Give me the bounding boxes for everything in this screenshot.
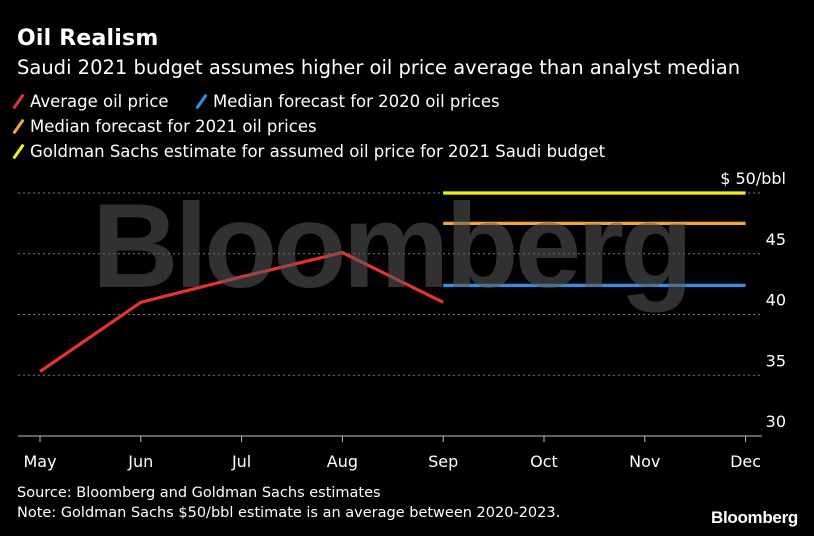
legend-label: Goldman Sachs estimate for assumed oil p… [30,142,606,161]
y-tick-label: 30 [766,412,786,431]
chart-title: Oil Realism [17,26,159,51]
bloomberg-logo: Bloomberg [710,508,798,527]
y-tick-label: $ 50/bbl [720,169,786,188]
legend-item-median-2021: Median forecast for 2021 oil prices [12,117,317,136]
legend-item-median-2020: Median forecast for 2020 oil prices [195,92,500,111]
x-tick-label: Jul [231,452,251,471]
x-tick-label: Aug [327,452,358,471]
bloomberg-watermark: Bloomberg [92,179,693,313]
y-tick-label: 45 [766,230,786,249]
legend-item-average-oil-price: Average oil price [12,92,169,111]
y-tick-label: 35 [766,351,786,370]
x-tick-label: May [23,452,56,471]
x-tick-label: Nov [629,452,660,471]
legend-label: Median forecast for 2021 oil prices [30,117,317,136]
legend-label: Median forecast for 2020 oil prices [213,92,500,111]
x-tick-label: Dec [730,452,761,471]
chart-subtitle: Saudi 2021 budget assumes higher oil pri… [17,56,741,79]
legend-label: Average oil price [30,92,169,111]
y-tick-label: 40 [766,291,786,310]
source-note: Source: Bloomberg and Goldman Sachs esti… [17,485,381,501]
footnote: Note: Goldman Sachs $50/bbl estimate is … [17,505,561,521]
x-tick-label: Sep [428,452,458,471]
legend-item-goldman-estimate: Goldman Sachs estimate for assumed oil p… [12,142,606,161]
x-tick-label: Oct [530,452,558,471]
x-tick-label: Jun [127,452,153,471]
